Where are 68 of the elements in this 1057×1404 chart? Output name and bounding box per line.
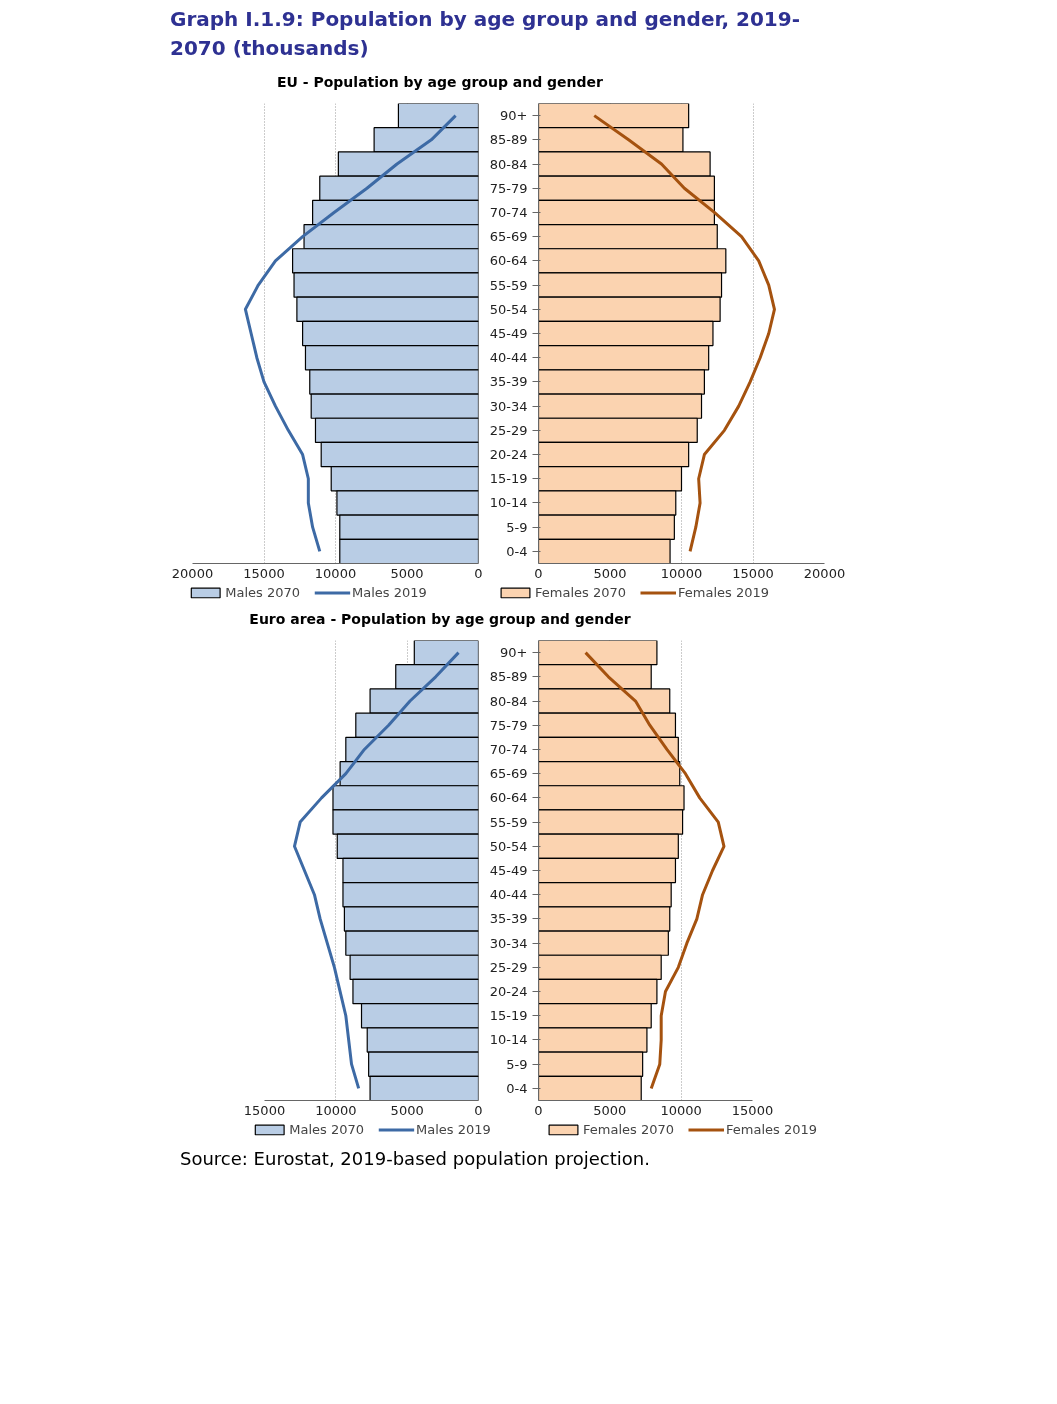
x-tick-label: 20000 [171, 565, 214, 581]
chart-subtitle: EU - Population by age group and gender [276, 73, 604, 93]
y-tick-label: 0-4 [506, 1081, 528, 1097]
chart-subtitle: Euro area - Population by age group and gender [249, 610, 631, 630]
chart-title: Graph I.1.9: Population by age group and gender, 2019-2070 (thousands) [170, 6, 801, 62]
legend-label: Females 2070 [583, 1121, 674, 1137]
y-tick-label: 80-84 [489, 156, 528, 172]
y-tick-label: 65-69 [489, 229, 528, 245]
x-tick-label: 10000 [315, 1102, 357, 1118]
legend-label: Males 2070 [289, 1121, 364, 1137]
y-tick-label: 55-59 [489, 277, 528, 293]
y-tick-label: 15-19 [489, 1008, 528, 1024]
x-tick-label: 0 [534, 1102, 543, 1118]
y-tick-label: 10-14 [489, 1032, 528, 1048]
x-tick-label: 15000 [732, 565, 774, 581]
legend-label: Males 2070 [225, 584, 300, 600]
y-tick-label: 60-64 [489, 790, 528, 806]
y-tick-label: 20-24 [489, 447, 528, 463]
y-tick-label: 90+ [500, 108, 528, 124]
y-tick-label: 90+ [500, 645, 528, 661]
y-tick-label: 5-9 [506, 519, 528, 535]
y-tick-label: 35-39 [489, 374, 528, 390]
y-tick-label: 25-29 [489, 959, 528, 975]
y-tick-label: 25-29 [489, 422, 528, 438]
legend-label: Females 2019 [678, 584, 769, 600]
legend-label: Females 2070 [535, 584, 626, 600]
y-tick-label: 55-59 [489, 814, 528, 830]
x-tick-label: 10000 [660, 1102, 702, 1118]
x-tick-label: 0 [534, 565, 543, 581]
x-tick-label: 20000 [803, 565, 846, 581]
y-tick-label: 10-14 [489, 495, 528, 511]
y-tick-label: 85-89 [489, 669, 528, 685]
x-tick-label: 5000 [593, 565, 627, 581]
y-tick-label: 85-89 [489, 132, 528, 148]
x-tick-label: 5000 [593, 1102, 627, 1118]
y-tick-label: 75-79 [489, 180, 528, 196]
y-tick-label: 45-49 [489, 863, 528, 879]
y-tick-label: 0-4 [506, 544, 528, 560]
y-tick-label: 15-19 [489, 471, 528, 487]
x-tick-label: 5000 [390, 1102, 424, 1118]
y-tick-label: 50-54 [489, 838, 528, 854]
y-tick-label: 60-64 [489, 253, 528, 269]
x-tick-label: 15000 [243, 565, 285, 581]
y-tick-label: 40-44 [489, 350, 528, 366]
x-tick-label: 15000 [243, 1102, 286, 1118]
y-tick-label: 35-39 [489, 911, 528, 927]
x-tick-label: 0 [474, 565, 483, 581]
y-tick-label: 80-84 [489, 693, 528, 709]
y-tick-label: 75-79 [489, 717, 528, 733]
y-tick-label: 65-69 [489, 766, 528, 782]
y-tick-label: 30-34 [489, 935, 528, 951]
y-tick-label: 70-74 [489, 205, 528, 221]
y-tick-label: 5-9 [506, 1056, 528, 1072]
y-tick-label: 20-24 [489, 984, 528, 1000]
source-note: Source: Eurostat, 2019-based population projection. [180, 1147, 650, 1172]
x-tick-label: 10000 [314, 565, 357, 581]
y-tick-label: 45-49 [489, 326, 528, 342]
y-tick-label: 40-44 [489, 887, 528, 903]
legend-label: Males 2019 [416, 1121, 491, 1137]
legend-label: Males 2019 [352, 584, 427, 600]
y-tick-label: 50-54 [489, 301, 528, 317]
legend-label: Females 2019 [726, 1121, 817, 1137]
x-tick-label: 0 [474, 1102, 483, 1118]
y-tick-label: 70-74 [489, 742, 528, 758]
x-tick-label: 5000 [390, 565, 424, 581]
x-tick-label: 10000 [660, 565, 703, 581]
y-tick-label: 30-34 [489, 398, 528, 414]
x-tick-label: 15000 [731, 1102, 774, 1118]
